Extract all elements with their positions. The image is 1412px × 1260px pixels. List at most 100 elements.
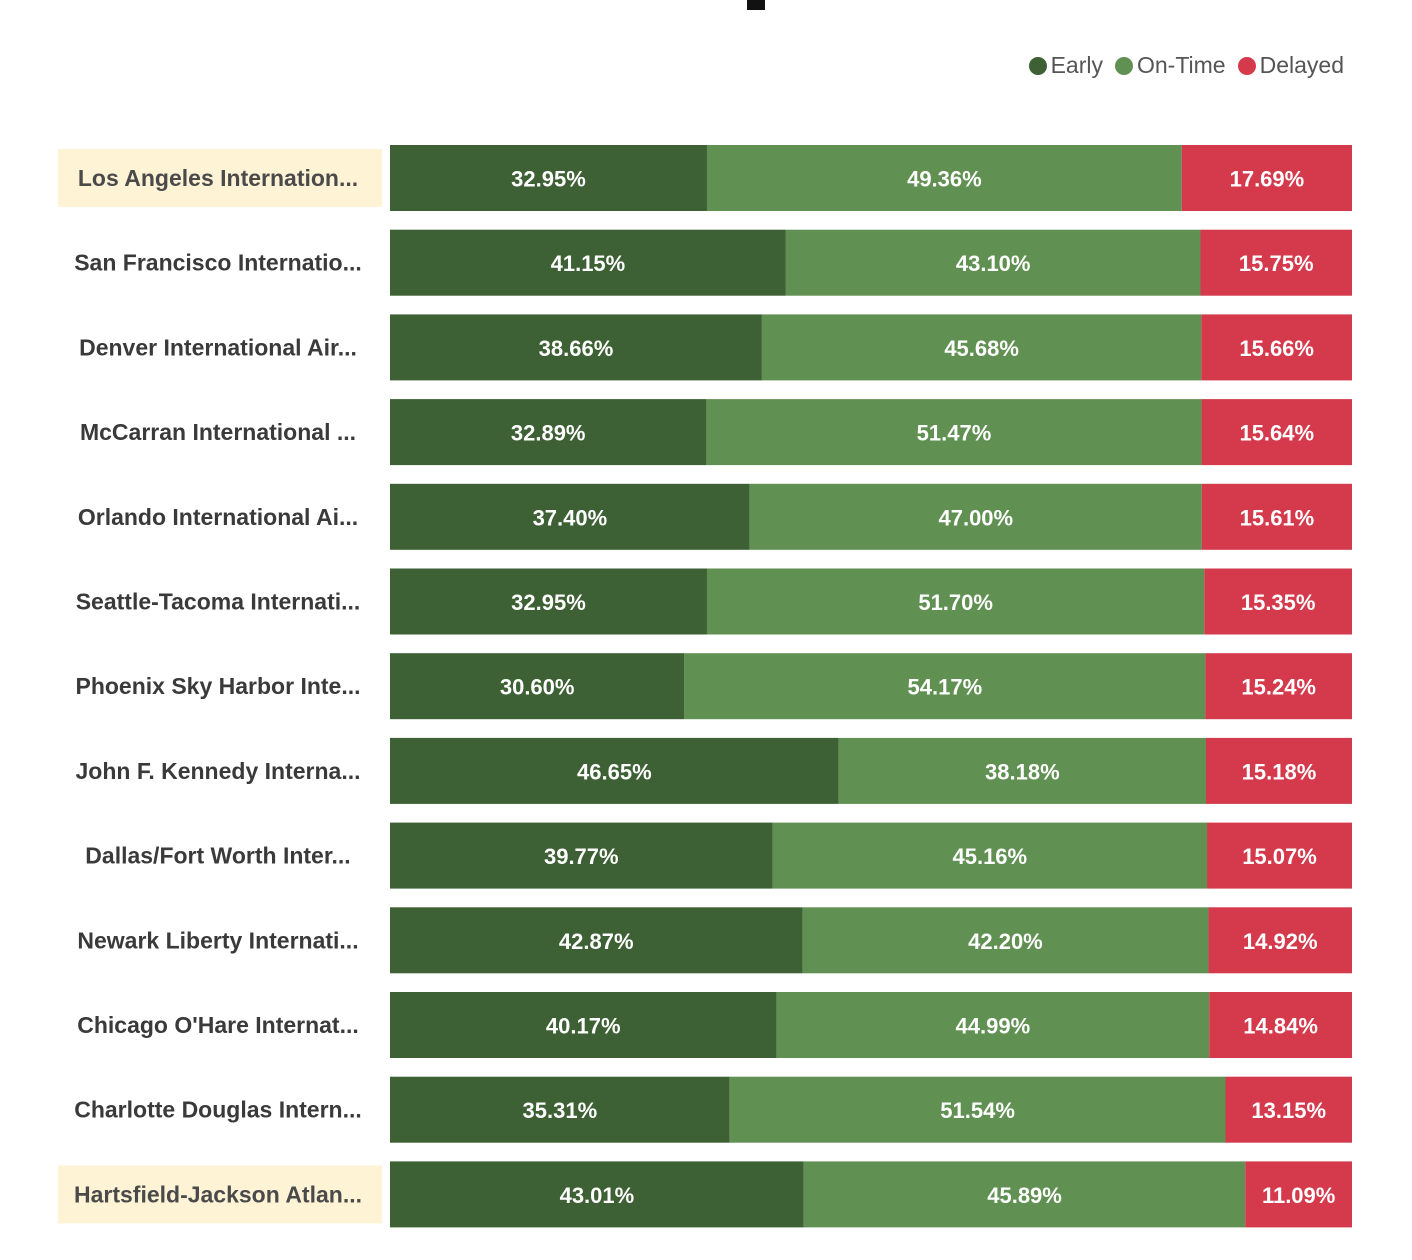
bar-segment-early[interactable] [390,1161,804,1228]
category-label: Dallas/Fort Worth Inter... [85,843,350,869]
legend-label-delayed: Delayed [1259,52,1344,78]
category-label: San Francisco Internatio... [74,250,362,276]
data-label: 54.17% [908,675,983,700]
bar-segment-on-time[interactable] [706,145,1182,211]
bar-segment-on-time[interactable] [802,907,1209,974]
data-label: 14.92% [1243,929,1318,954]
data-label: 15.75% [1239,251,1314,276]
bar-segment-on-time[interactable] [772,822,1208,889]
category-label: Seattle-Tacoma Internati... [76,589,361,615]
category-label: Hartsfield-Jackson Atlan... [74,1181,362,1207]
bar-segment-early[interactable] [390,483,750,550]
data-label: 49.36% [907,167,982,192]
bar-segment-delayed[interactable] [1207,822,1352,889]
category-highlight [58,1165,382,1224]
bar-segment-early[interactable] [390,653,685,720]
data-label: 43.10% [956,251,1031,276]
category-highlight [58,149,382,207]
bar-segment-on-time[interactable] [803,1161,1246,1228]
legend: Early On-Time Delayed [1028,52,1344,79]
bar-segment-early[interactable] [390,992,777,1058]
bar-segment-early[interactable] [390,568,707,635]
data-label: 42.87% [559,929,634,954]
data-label: 30.60% [500,675,575,700]
bar-segment-early[interactable] [390,907,803,974]
data-label: 15.61% [1240,505,1315,530]
bar-segment-early[interactable] [390,822,773,889]
data-label: 17.69% [1230,167,1305,192]
bar-segment-on-time[interactable] [729,1076,1226,1143]
legend-item-early[interactable]: Early [1028,52,1103,79]
category-label: Charlotte Douglas Intern... [74,1097,362,1123]
bar-segment-early[interactable] [390,737,839,804]
data-label: 38.66% [539,336,614,361]
bar-segment-delayed[interactable] [1245,1161,1352,1228]
category-label: Newark Liberty Internati... [77,927,358,953]
data-label: 15.64% [1239,421,1314,446]
bar-segment-early[interactable] [390,399,707,466]
bar-segment-delayed[interactable] [1205,653,1352,720]
bar-segment-delayed[interactable] [1201,314,1352,381]
legend-item-on-time[interactable]: On-Time [1115,52,1226,79]
legend-item-delayed[interactable]: Delayed [1237,52,1344,79]
bar-segment-delayed[interactable] [1205,737,1352,804]
bar-segment-delayed[interactable] [1201,399,1352,466]
top-marker [747,0,765,10]
category-label: Denver International Air... [79,334,357,360]
data-label: 13.15% [1251,1098,1326,1123]
data-label: 37.40% [533,505,608,530]
data-label: 51.70% [918,590,993,615]
bar-segment-on-time[interactable] [776,992,1210,1058]
bar-segment-early[interactable] [390,229,786,296]
bar-segment-on-time[interactable] [706,399,1202,466]
data-label: 46.65% [577,759,652,784]
data-label: 35.31% [523,1098,598,1123]
category-label: Phoenix Sky Harbor Inte... [75,673,360,699]
bar-segment-delayed[interactable] [1200,229,1352,296]
bar-segment-on-time[interactable] [684,653,1206,720]
category-label: Chicago O'Hare Internat... [77,1012,359,1038]
bar-segment-on-time[interactable] [749,483,1202,550]
data-label: 47.00% [938,505,1013,530]
data-label: 43.01% [560,1183,635,1208]
bar-segment-delayed[interactable] [1204,568,1352,635]
data-label: 51.47% [917,421,992,446]
data-label: 45.68% [944,336,1019,361]
data-label: 41.15% [551,251,626,276]
data-label: 14.84% [1243,1014,1318,1039]
bar-segment-on-time[interactable] [761,314,1202,381]
bar-segment-early[interactable] [390,314,762,381]
bar-segment-delayed[interactable] [1225,1076,1352,1143]
data-label: 32.95% [511,590,586,615]
bar-segment-early[interactable] [390,145,707,211]
bar-segment-delayed[interactable] [1208,907,1352,974]
legend-label-early: Early [1050,52,1103,78]
data-label: 15.66% [1239,336,1314,361]
data-label: 15.07% [1242,844,1317,869]
bar-segment-delayed[interactable] [1181,145,1352,211]
data-label: 51.54% [940,1098,1015,1123]
data-label: 11.09% [1262,1183,1335,1208]
bar-segment-delayed[interactable] [1209,992,1352,1058]
legend-dot-delayed [1237,56,1256,75]
legend-dot-on-time [1115,56,1133,75]
data-label: 44.99% [956,1014,1031,1039]
category-label: McCarran International ... [80,419,356,445]
category-label: John F. Kennedy Interna... [76,758,361,784]
legend-label-on-time: On-Time [1137,52,1226,78]
category-label: Orlando International Ai... [78,504,358,530]
bar-segment-on-time[interactable] [706,568,1205,635]
data-label: 45.16% [952,844,1027,869]
data-label: 15.18% [1242,759,1317,784]
data-label: 38.18% [985,759,1060,784]
bar-segment-early[interactable] [390,1076,730,1143]
data-label: 40.17% [546,1014,621,1039]
bar-segment-delayed[interactable] [1201,483,1352,550]
bar-segment-on-time[interactable] [838,737,1206,804]
data-label: 32.95% [511,167,586,192]
data-label: 15.24% [1241,675,1316,700]
bar-segment-on-time[interactable] [785,229,1201,296]
data-label: 15.35% [1241,590,1316,615]
category-label: Los Angeles Internation... [78,165,358,191]
